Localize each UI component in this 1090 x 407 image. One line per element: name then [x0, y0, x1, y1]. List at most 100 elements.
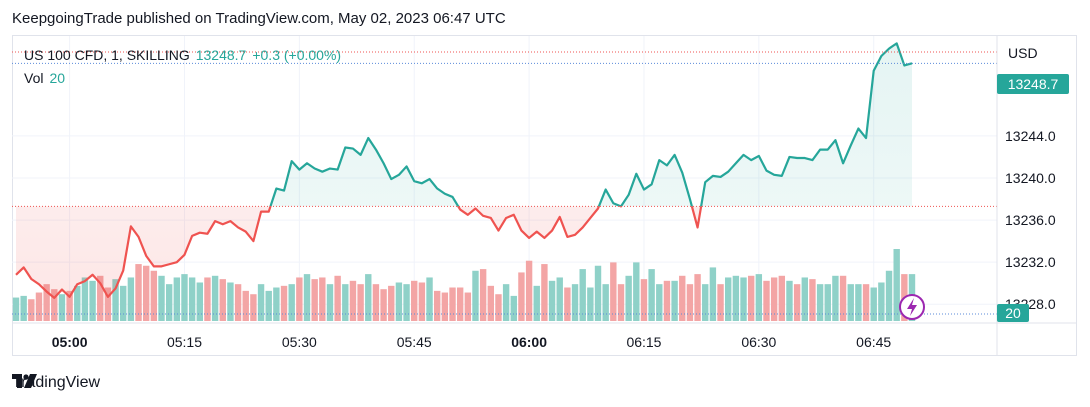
- volume-bar: [388, 285, 395, 321]
- volume-bar: [541, 264, 548, 321]
- volume-bar: [142, 265, 150, 321]
- x-tick-label: 05:00: [52, 334, 88, 350]
- volume-bar: [694, 274, 701, 321]
- tradingview-logo-icon: [12, 374, 37, 388]
- volume-bar: [150, 270, 158, 321]
- volume-tag: 20: [997, 304, 1029, 322]
- volume-bar: [602, 284, 609, 321]
- last-price-tag: 13248.7: [997, 74, 1069, 94]
- chart-frame[interactable]: [12, 35, 1077, 356]
- volume-bar: [211, 275, 219, 321]
- tradingview-logo[interactable]: TradingView: [12, 374, 100, 392]
- time-axis[interactable]: 05:00 05:15 05:30 05:45 06:00 06:15 06:30 06:45: [12, 322, 1077, 350]
- volume-bar: [242, 290, 249, 321]
- volume-bar: [357, 284, 364, 321]
- volume-bar: [870, 287, 877, 321]
- volume-bar: [112, 279, 119, 321]
- volume-tag-text: 20: [1005, 305, 1021, 321]
- volume-bar: [334, 275, 341, 321]
- x-tick-label: 06:15: [626, 334, 661, 350]
- volume-bar: [763, 280, 770, 321]
- volume-bar: [617, 284, 625, 321]
- volume-bar: [564, 287, 571, 321]
- area-fill-down: [16, 206, 912, 298]
- volume-bar: [656, 284, 663, 321]
- volume-label: Vol: [24, 70, 44, 86]
- volume-bar: [196, 282, 203, 321]
- symbol-name[interactable]: US 100 CFD, 1, SKILLING: [24, 47, 190, 63]
- volume-bar: [755, 274, 763, 321]
- currency-label: USD: [1008, 45, 1038, 61]
- volume-bar: [855, 284, 862, 321]
- volume-bar: [43, 284, 50, 321]
- volume-legend: Vol 20: [24, 70, 65, 86]
- volume-bar: [786, 280, 793, 321]
- reference-lines: [12, 51, 997, 315]
- volume-bar: [824, 284, 831, 321]
- volume-bar: [686, 284, 694, 321]
- volume-bar: [579, 269, 586, 321]
- volume-bar: [188, 277, 196, 321]
- volume-bar: [809, 279, 816, 321]
- volume-bar: [839, 275, 847, 321]
- volume-bar: [288, 284, 295, 321]
- y-tick-label: 13236.0: [1005, 212, 1056, 228]
- volume-bar: [625, 275, 632, 321]
- volume-bar: [594, 265, 602, 321]
- volume-bar: [525, 260, 533, 321]
- volume-bar: [793, 284, 801, 321]
- last-price-text: 13248.7: [1008, 76, 1059, 92]
- volume-bar: [20, 295, 27, 321]
- area-fill: [16, 43, 912, 298]
- volume-bar: [181, 274, 188, 321]
- volume-bar: [411, 280, 418, 321]
- volume-bar: [58, 294, 66, 321]
- volume-bar: [227, 282, 234, 321]
- volume-bar: [747, 275, 755, 321]
- volume-bar: [273, 287, 280, 321]
- volume-bar: [510, 295, 517, 321]
- volume-bar: [847, 284, 854, 321]
- legend-price: 13248.7: [195, 47, 247, 63]
- volume-bar: [548, 280, 556, 321]
- currency-text: USD: [1008, 45, 1038, 61]
- volume-bar: [502, 284, 510, 321]
- price-line: [15, 42, 913, 300]
- volume-bar: [571, 284, 579, 321]
- volume-bar: [234, 284, 242, 321]
- volume-bar: [349, 280, 357, 321]
- volume-bar: [296, 277, 303, 321]
- legend-change: +0.3 (+0.00%): [252, 47, 342, 63]
- volume-bar: [663, 280, 671, 321]
- symbol-legend: US 100 CFD, 1, SKILLING 13248.7 +0.3 (+0.0…: [24, 47, 341, 63]
- volume-bar: [479, 269, 487, 321]
- y-tick-label: 13232.0: [1005, 254, 1056, 270]
- volume-bar: [778, 275, 786, 321]
- volume-bar: [135, 264, 142, 321]
- volume-bar: [120, 285, 127, 321]
- volume-bar: [709, 267, 717, 321]
- volume-bars: [12, 249, 916, 321]
- volume-bar: [671, 280, 678, 321]
- x-tick-label: 06:00: [511, 334, 547, 350]
- lightning-icon[interactable]: [899, 294, 925, 320]
- volume-bar: [640, 279, 648, 321]
- volume-bar: [250, 294, 257, 321]
- volume-bar: [35, 292, 43, 321]
- volume-bar: [633, 262, 640, 321]
- volume-bar: [433, 290, 441, 321]
- volume-bar: [449, 287, 456, 321]
- volume-bar: [342, 284, 349, 321]
- volume-bar: [717, 284, 724, 321]
- volume-bar: [311, 279, 318, 321]
- y-tick-label: 13244.0: [1005, 128, 1056, 144]
- volume-bar: [518, 272, 525, 321]
- volume-bar: [403, 284, 410, 321]
- x-tick-label: 06:45: [856, 334, 891, 350]
- volume-bar: [732, 275, 740, 321]
- volume-bar: [28, 299, 35, 321]
- volume-bar: [97, 275, 104, 321]
- volume-bar: [303, 274, 311, 321]
